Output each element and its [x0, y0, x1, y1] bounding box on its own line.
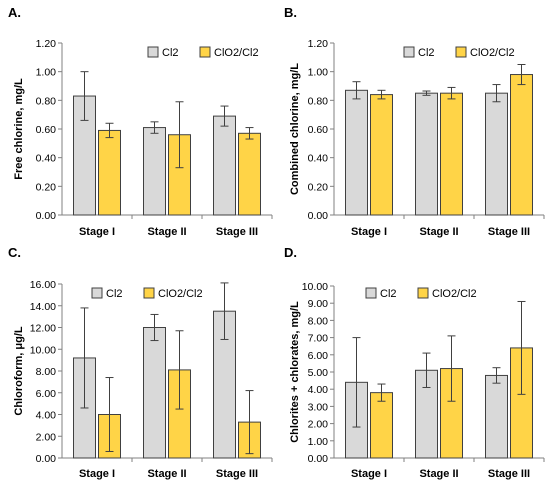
legend-swatch: [143, 287, 155, 299]
y-tick-label: 0.00: [308, 210, 329, 222]
y-tick-label: 8.00: [36, 366, 57, 378]
bar-clo2-cl2: [440, 92, 463, 216]
legend-label: ClO2/Cl2: [214, 47, 259, 59]
legend-swatch: [455, 46, 467, 58]
legend: Cl2 ClO2/Cl2: [403, 46, 515, 59]
category-label: Stage II: [147, 226, 186, 238]
y-tick-label: 0.00: [36, 453, 57, 465]
legend-swatch: [147, 46, 159, 58]
legend: Cl2 ClO2/Cl2: [147, 46, 259, 59]
y-tick-label: 12.00: [30, 323, 56, 335]
bar-cl2: [143, 127, 166, 216]
bar-clo2-cl2: [370, 94, 393, 216]
bar-clo2-cl2: [510, 74, 533, 216]
category-label: Stage III: [488, 468, 530, 480]
y-tick-label: 0.80: [36, 95, 57, 107]
y-tick-label: 0.60: [36, 124, 57, 136]
chart-panel-c: C. 0.00 2.00 4.00 6.00 8.00 10.00 12.00 14.00 16.…: [8, 245, 273, 480]
y-axis-label: Combined chlorine, mg/L: [289, 63, 301, 195]
category-label: Stage II: [419, 468, 458, 480]
chart-panel-a: A. 0.00 0.20 0.40 0.60 0.80 1.00 1.20 Free chlor…: [8, 5, 273, 238]
bar-cl2: [415, 92, 438, 216]
category-label: Stage III: [216, 468, 258, 480]
category-label: Stage III: [216, 226, 258, 238]
y-tick-label: 2.00: [36, 431, 57, 443]
bar-cl2: [345, 89, 368, 216]
legend: Cl2 ClO2/Cl2: [365, 287, 477, 300]
y-tick-label: 0.00: [36, 210, 57, 222]
chart-panel-d: D. 0.00 1.00 2.00 3.00 4.00 5.00 6.00 7.00 8.00 9.…: [284, 245, 545, 480]
bar-clo2-cl2: [370, 392, 393, 459]
legend-label: ClO2/Cl2: [432, 288, 477, 300]
y-tick-label: 0.20: [36, 181, 57, 193]
bar-cl2: [485, 374, 508, 459]
category-label: Stage I: [79, 226, 115, 238]
legend: Cl2 ClO2/Cl2: [91, 287, 203, 300]
y-tick-label: 7.00: [308, 333, 329, 345]
y-tick-label: 14.00: [30, 301, 56, 313]
bar-cl2: [213, 115, 236, 216]
y-tick-label: 9.00: [308, 298, 329, 310]
y-tick-label: 0.60: [308, 124, 329, 136]
y-tick-label: 1.00: [36, 67, 57, 79]
y-tick-label: 3.00: [308, 401, 329, 413]
panel-label: A.: [8, 5, 21, 20]
legend-label: Cl2: [106, 288, 123, 300]
category-label: Stage I: [351, 468, 387, 480]
y-tick-label: 0.20: [308, 181, 329, 193]
y-tick-label: 10.00: [302, 281, 328, 293]
y-tick-label: 0.80: [308, 95, 329, 107]
category-label: Stage III: [488, 226, 530, 238]
legend-label: Cl2: [418, 47, 435, 59]
y-tick-label: 8.00: [308, 315, 329, 327]
y-tick-label: 0.40: [36, 153, 57, 165]
y-tick-label: 0.00: [308, 453, 329, 465]
legend-swatch: [417, 287, 429, 299]
y-tick-label: 1.20: [36, 38, 57, 50]
y-tick-label: 6.00: [36, 388, 57, 400]
category-label: Stage II: [147, 468, 186, 480]
panel-label: B.: [284, 5, 297, 20]
legend-swatch: [199, 46, 211, 58]
chart-panel-b: B. 0.00 0.20 0.40 0.60 0.80 1.00 1.20 Combined c…: [284, 5, 545, 238]
legend-swatch: [365, 287, 377, 299]
legend-label: Cl2: [162, 47, 179, 59]
y-tick-label: 4.00: [308, 384, 329, 396]
y-tick-label: 10.00: [30, 344, 56, 356]
bar-clo2-cl2: [238, 132, 261, 216]
y-tick-label: 4.00: [36, 410, 57, 422]
panel-label: C.: [8, 245, 21, 260]
category-label: Stage II: [419, 226, 458, 238]
bar-cl2: [485, 92, 508, 216]
y-axis-label: Chloroform, μg/L: [13, 326, 25, 416]
y-tick-label: 1.00: [308, 67, 329, 79]
y-tick-label: 0.40: [308, 153, 329, 165]
y-tick-label: 6.00: [308, 350, 329, 362]
legend-label: ClO2/Cl2: [470, 47, 515, 59]
legend-label: ClO2/Cl2: [158, 288, 203, 300]
panel-label: D.: [284, 245, 297, 260]
category-label: Stage I: [351, 226, 387, 238]
bar-clo2-cl2: [98, 129, 121, 216]
y-tick-label: 1.00: [308, 436, 329, 448]
y-tick-label: 2.00: [308, 419, 329, 431]
category-label: Stage I: [79, 468, 115, 480]
bar-cl2: [143, 327, 166, 459]
y-axis-label: Chlorites + chlorates, mg/L: [289, 301, 301, 443]
y-tick-label: 1.20: [308, 38, 329, 50]
y-axis-label: Free chlorine, mg/L: [13, 78, 25, 180]
y-tick-label: 16.00: [30, 279, 56, 291]
legend-swatch: [91, 287, 103, 299]
legend-swatch: [403, 46, 415, 58]
y-tick-label: 5.00: [308, 367, 329, 379]
legend-label: Cl2: [380, 288, 397, 300]
